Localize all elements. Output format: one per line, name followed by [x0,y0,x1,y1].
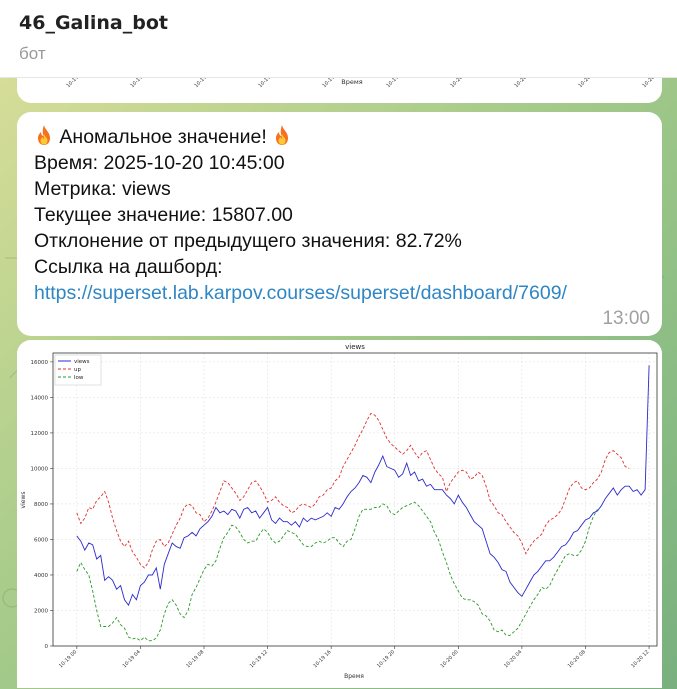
series-line-up [76,412,630,569]
message-title-line: Аномальное значение! [34,124,567,150]
y-tick-label: 12000 [31,431,49,437]
alert-deviation: Отклонение от предыдущего значения: 82.7… [34,230,462,252]
series-line-low [76,501,598,642]
previous-chart-tick-label: 10-20 0 [578,78,596,89]
y-tick-label: 8000 [34,502,48,508]
previous-chart-tick-label: 10-19 0 [130,78,148,89]
previous-chart: 10-19 0 10-19 0 10-19 0 10-19 1 10-19 1 10-19… [66,78,660,89]
alert-message-bubble[interactable]: Аномальное значение! Время: 2025-10-20 1… [17,112,662,336]
chat-subtitle: бот [19,44,46,63]
chart-legend: views up low [54,354,102,386]
previous-chart-tick-label: 10-19 1 [258,78,276,89]
previous-chart-tick-label: 10-19 1 [322,78,340,89]
previous-chart-tick-label: 10-20 1 [642,78,660,89]
chat-background: 10-19 0 10-19 0 10-19 0 10-19 1 10-19 1 10-19… [0,78,677,689]
message-text: Аномальное значение! Время: 2025-10-20 1… [34,124,567,306]
previous-chart-tick-label: 10-19 0 [194,78,212,89]
previous-chart-tick-label: 10-19 0 [66,78,84,89]
y-tick-label: 0 [45,644,49,650]
y-tick-label: 10000 [31,466,49,472]
chart-xlabel: Время [344,673,364,680]
chat-header[interactable]: 46_Galina_bot бот [0,0,677,78]
plot-frame [52,352,658,647]
chat-title: 46_Galina_bot [19,12,168,34]
chart-ylabel: views [20,492,27,509]
dashboard-link[interactable]: https://superset.lab.karpov.courses/supe… [34,282,567,304]
y-tick-label: 6000 [34,537,48,543]
y-tick-label: 16000 [31,360,49,366]
chart-title: views [345,343,365,351]
y-tick-label: 14000 [31,395,49,401]
message-timestamp: 13:00 [602,308,650,329]
previous-chart-xlabel: Время [341,78,362,86]
alert-metric: Метрика: views [34,178,171,200]
previous-chart-tick-label: 10-20 0 [450,78,468,89]
y-tick-label: 2000 [34,608,48,614]
legend-label-views: views [74,359,90,365]
dashboard-label: Ссылка на дашборд: [34,256,223,278]
previous-chart-tick-label: 10-20 0 [514,78,532,89]
views-chart: views 0 2000 4000 6000 8000 10000 12000 14000 16… [17,340,662,688]
chart-image-bubble[interactable]: views 0 2000 4000 6000 8000 10000 12000 14000 16… [17,340,662,688]
alert-title: Аномальное значение! [59,126,267,148]
legend-label-up: up [74,367,81,373]
previous-chart-bubble[interactable]: 10-19 0 10-19 0 10-19 0 10-19 1 10-19 1 10-19… [17,78,662,103]
alert-current-value: Текущее значение: 15807.00 [34,204,293,226]
alert-time: Время: 2025-10-20 10:45:00 [34,152,285,174]
legend-label-low: low [74,375,84,381]
fire-icon [276,125,289,145]
fire-icon [38,125,50,145]
y-tick-label: 4000 [34,573,48,579]
previous-chart-tick-label: 10-19 2 [386,78,404,89]
series-line-views [76,365,650,607]
